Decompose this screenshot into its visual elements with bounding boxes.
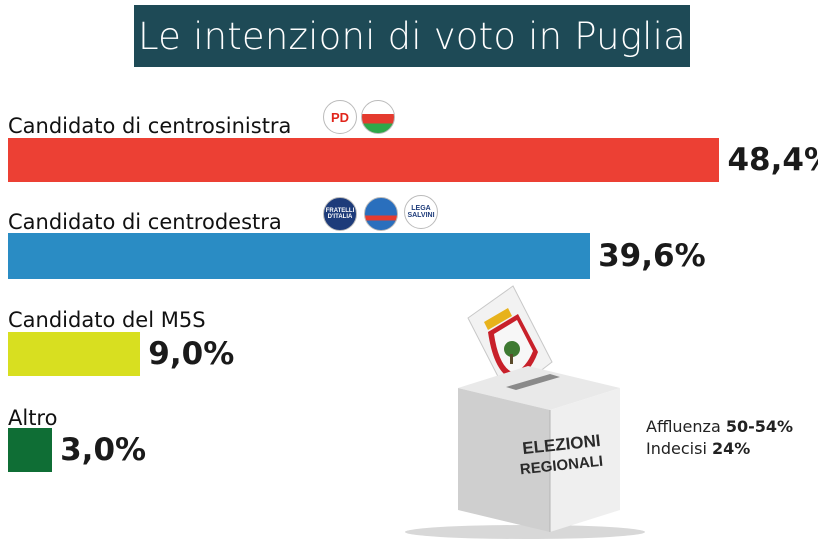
pd-logo-icon: PD: [323, 100, 357, 134]
bar: [8, 428, 53, 472]
fratelli-italia-logo-icon: FRATELLI D'ITALIA: [323, 197, 357, 231]
ballot-box-illustration: ELEZIONI REGIONALI: [405, 285, 645, 539]
indecisi-label: Indecisi: [646, 439, 707, 458]
affluenza-label: Affluenza: [646, 417, 721, 436]
ballot-box-shadow: [405, 525, 645, 539]
ballot-box: ELEZIONI REGIONALI: [458, 366, 620, 532]
pd-logo-text: PD: [330, 109, 350, 125]
stats-panel: Affluenza 50-54% Indecisi 24%: [646, 416, 793, 460]
value-label: 9,0%: [148, 336, 235, 372]
lega-logo-text: LEGA SALVINI: [407, 205, 435, 219]
value-label: 3,0%: [60, 432, 147, 468]
bar: [8, 332, 141, 376]
chart-title: Le intenzioni di voto in Puglia: [134, 5, 690, 67]
category-label: Candidato del M5S: [8, 308, 206, 332]
category-label: Altro: [8, 406, 58, 430]
bar: [8, 233, 591, 279]
bar: [8, 138, 720, 182]
category-label: Candidato di centrodestra: [8, 210, 282, 234]
category-label: Candidato di centrosinistra: [8, 114, 292, 138]
crown-icon: [484, 308, 512, 330]
indecisi-value: 24%: [711, 439, 751, 458]
indecisi-line: Indecisi 24%: [646, 438, 793, 460]
affluenza-value: 50-54%: [725, 417, 794, 436]
lega-logo-icon: LEGA SALVINI: [404, 195, 438, 229]
forza-italia-logo-icon: [364, 197, 398, 231]
affluenza-line: Affluenza 50-54%: [646, 416, 793, 438]
ballot-slot: [506, 374, 560, 390]
value-label: 48,4%: [727, 142, 818, 178]
value-label: 39,6%: [598, 238, 706, 274]
coalition-logo-icon: [361, 100, 395, 134]
fratelli-italia-logo-text: FRATELLI D'ITALIA: [325, 208, 355, 220]
